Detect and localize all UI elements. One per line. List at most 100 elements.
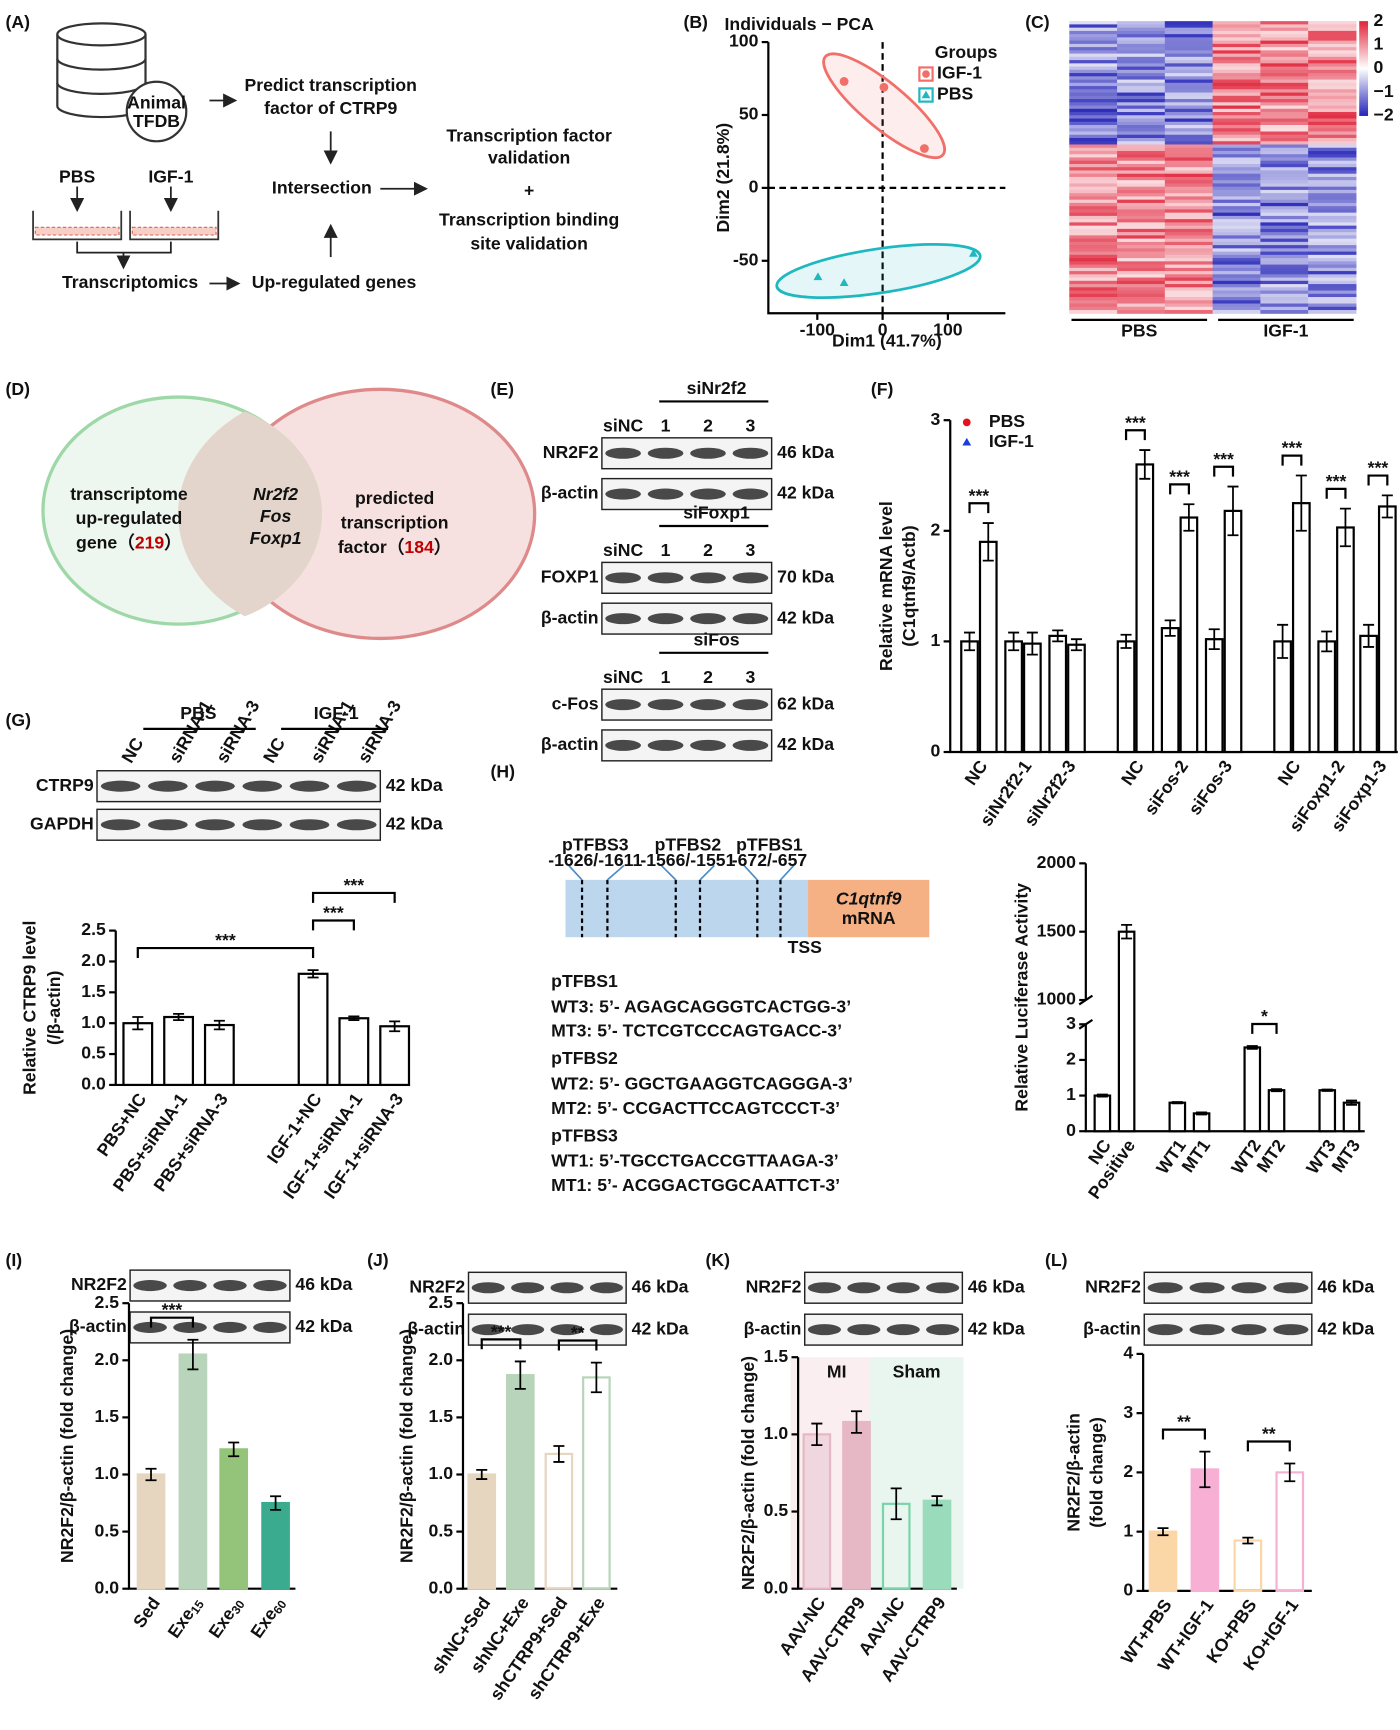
significance-label: ** xyxy=(1262,1424,1276,1444)
blot-row-name: β-actin xyxy=(744,1318,802,1338)
heatmap-cell xyxy=(1308,73,1357,77)
heatmap-cell xyxy=(1117,186,1166,191)
heatmap-cell xyxy=(1260,300,1309,305)
error-bar xyxy=(1008,631,1020,652)
heatmap-cell xyxy=(1117,303,1166,308)
heatmap-cell xyxy=(1164,154,1214,159)
heatmap-cell xyxy=(1164,102,1214,107)
heatmap-cell xyxy=(1069,53,1118,58)
heatmap-cell xyxy=(1117,157,1166,162)
heatmap-cell xyxy=(1069,82,1118,87)
heatmap-cell xyxy=(1117,232,1166,236)
heatmap-cell xyxy=(1308,144,1357,149)
heatmap-cell xyxy=(1260,284,1309,288)
heatmap-cell xyxy=(1117,199,1166,204)
heatmap-cell xyxy=(1308,271,1357,275)
heatmap-cell xyxy=(1069,102,1118,107)
blot-band xyxy=(289,780,330,792)
heatmap-cell xyxy=(1069,271,1118,275)
heatmap-cell xyxy=(1308,193,1357,197)
heatmap-cell xyxy=(1069,56,1118,61)
heatmap-cell xyxy=(1117,66,1166,71)
heatmap-cell xyxy=(1117,125,1166,129)
heatmap-cell xyxy=(1212,27,1261,32)
heatmap-cell xyxy=(1212,157,1261,162)
blot-band xyxy=(690,572,726,584)
heatmap-cell xyxy=(1260,310,1309,314)
heatmap-cell xyxy=(1260,219,1309,223)
heatmap-cell xyxy=(1117,43,1166,48)
heatmap-cell xyxy=(1212,297,1261,301)
significance-bracket xyxy=(149,1316,195,1328)
heatmap-cell xyxy=(1212,131,1261,136)
heatmap-cell xyxy=(1212,43,1261,48)
heatmap-cell xyxy=(1117,193,1166,197)
blot-size: 46 kDa xyxy=(295,1274,352,1294)
y-tick-label: 2000 xyxy=(1037,852,1076,872)
heatmap-cell xyxy=(1212,284,1261,288)
heatmap-cell xyxy=(1164,222,1214,227)
heatmap-cell xyxy=(1117,79,1166,84)
heatmap-cell xyxy=(1069,69,1118,74)
bar xyxy=(297,972,329,1087)
y-tick-label: -50 xyxy=(733,249,759,269)
blot-lane: NC xyxy=(117,734,147,766)
flow-text: validation xyxy=(488,148,570,168)
heatmap-cell xyxy=(1164,176,1214,181)
heatmap-cell xyxy=(1164,284,1214,288)
bar xyxy=(1148,1530,1178,1593)
heatmap-cell xyxy=(1069,144,1118,149)
point xyxy=(879,82,889,92)
y-tick-label: 2.5 xyxy=(81,919,106,939)
seq-title: pTFBS3 xyxy=(551,1125,618,1145)
heatmap-cell xyxy=(1212,95,1261,100)
flow-text: PBS xyxy=(59,166,95,186)
error-bar xyxy=(1227,485,1239,537)
venn-count: 219 xyxy=(135,532,165,552)
heatmap-cell xyxy=(1260,50,1309,55)
error-bar xyxy=(228,1441,240,1458)
heatmap-cell xyxy=(1308,274,1357,279)
blot-lane: 2 xyxy=(703,667,713,687)
heatmap-cell xyxy=(1164,287,1214,292)
heatmap-cell xyxy=(1308,199,1357,204)
heatmap-cell xyxy=(1212,219,1261,223)
database-icon xyxy=(56,22,188,143)
heatmap-cell xyxy=(1117,134,1166,139)
heatmap-cell xyxy=(1212,222,1261,227)
blot-band xyxy=(289,819,330,831)
heatmap-cell xyxy=(1212,63,1261,68)
heatmap-cell xyxy=(1164,258,1214,262)
heatmap-cell xyxy=(1260,248,1309,253)
error-bar xyxy=(1139,449,1151,480)
heatmap-cell xyxy=(1069,112,1118,116)
significance-label: *** xyxy=(1282,438,1303,458)
heatmap-cell xyxy=(1069,118,1118,123)
heatmap-cell xyxy=(1212,108,1261,113)
blot-lane: NC xyxy=(259,734,289,766)
heatmap-cell xyxy=(1069,105,1118,110)
heatmap-cell xyxy=(1212,280,1261,285)
heatmap-cell xyxy=(1164,141,1214,146)
heatmap-cell xyxy=(1212,147,1261,152)
blot-band xyxy=(195,819,235,831)
heatmap-cell xyxy=(1164,34,1214,38)
heatmap-cell xyxy=(1212,264,1261,269)
heatmap-cell xyxy=(1212,180,1261,184)
heatmap-cell xyxy=(1308,128,1357,133)
heatmap-cell xyxy=(1164,63,1214,68)
heatmap-cell xyxy=(1164,53,1214,58)
heatmap-cell xyxy=(1212,300,1261,305)
bar xyxy=(978,540,998,754)
blot-row-name: GAPDH xyxy=(30,813,94,833)
colorbar xyxy=(1359,21,1369,116)
heatmap-cell xyxy=(1308,251,1357,256)
heatmap-cell xyxy=(1212,125,1261,129)
y-tick-label: 2.0 xyxy=(95,1349,120,1369)
blot-lane: siRNA-3 xyxy=(353,697,405,767)
site-pos: -1566/-1551 xyxy=(640,850,735,870)
error-bar xyxy=(1208,628,1220,651)
heatmap-cell xyxy=(1069,40,1118,45)
heatmap-cell xyxy=(1069,115,1118,120)
